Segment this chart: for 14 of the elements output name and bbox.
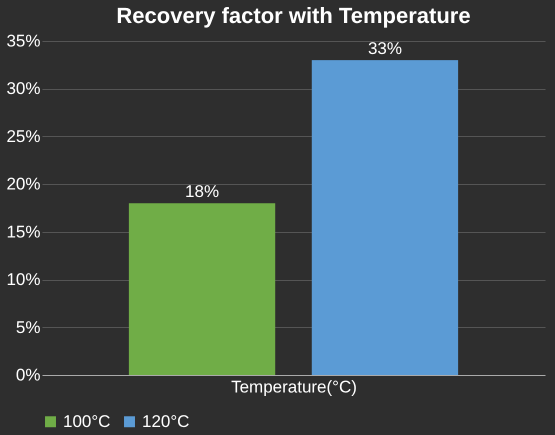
y-tick-label: 5% xyxy=(16,318,40,337)
y-tick-label: 25% xyxy=(6,126,40,146)
y-tick-label: 15% xyxy=(6,222,40,242)
y-tick-label: 10% xyxy=(6,270,40,290)
y-tick-label: 30% xyxy=(6,79,40,98)
chart-title: Recovery factor with Temperature xyxy=(116,3,471,28)
data-label: 18% xyxy=(185,182,220,202)
y-tick-label: 35% xyxy=(6,32,40,50)
legend-label: 100°C xyxy=(63,412,110,431)
x-axis-title: Temperature(°C) xyxy=(231,378,357,396)
y-tick-label: 0% xyxy=(16,366,40,384)
data-label: 33% xyxy=(368,39,402,58)
y-tick-label: 20% xyxy=(6,174,40,194)
legend-label: 120°C xyxy=(142,412,190,431)
